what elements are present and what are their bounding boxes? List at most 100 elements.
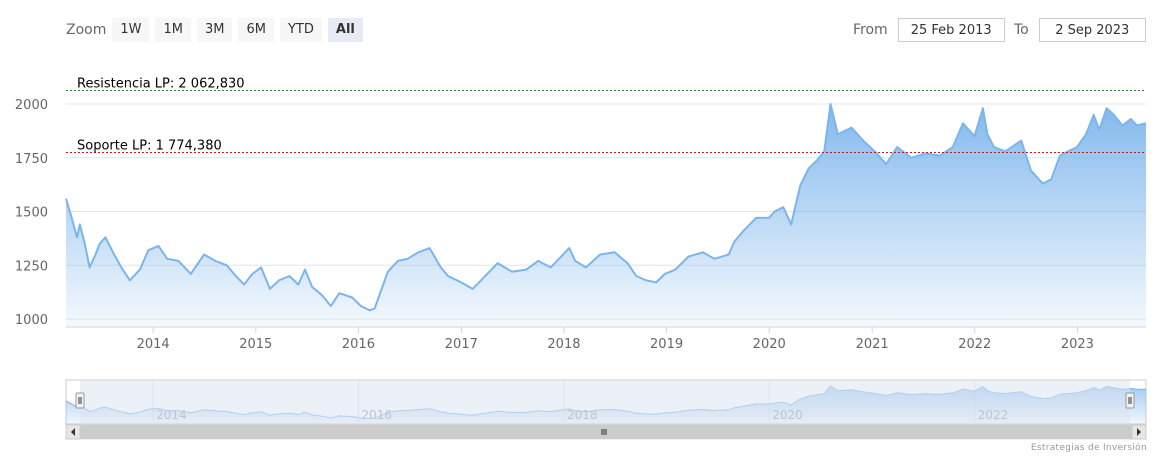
x-tick-label: 2021 [856, 337, 889, 352]
data-point [1076, 146, 1078, 148]
support-label: Soporte LP: 1 774,380 [77, 139, 222, 154]
range-from: From [853, 17, 1005, 43]
data-point [129, 279, 131, 281]
data-point [1085, 133, 1087, 135]
zoom-selector: Zoom 1W 1M 3M 6M YTD All [66, 17, 369, 43]
data-point [374, 307, 376, 309]
data-point [338, 292, 340, 294]
navigator-handle-left[interactable] [75, 392, 85, 409]
data-point [260, 266, 262, 268]
x-tick-label: 2017 [445, 337, 478, 352]
data-point [850, 127, 852, 129]
data-point [226, 264, 228, 266]
from-date-input[interactable] [897, 18, 1005, 42]
data-point [104, 236, 106, 238]
data-point [799, 185, 801, 187]
data-point [417, 251, 419, 253]
zoom-3m-button[interactable]: 3M [196, 18, 233, 42]
data-point [885, 163, 887, 165]
to-date-input[interactable] [1038, 18, 1146, 42]
data-point [278, 279, 280, 281]
data-point [94, 253, 96, 255]
data-point [939, 154, 941, 156]
data-point [428, 247, 430, 249]
y-tick-label: 1250 [15, 259, 48, 274]
data-point [755, 217, 757, 219]
data-point [190, 273, 192, 275]
navigator-handle-right[interactable] [1125, 392, 1135, 409]
zoom-1w-button[interactable]: 1W [112, 18, 150, 42]
data-point [655, 281, 657, 283]
data-point [986, 133, 988, 135]
data-point [351, 296, 353, 298]
data-point [360, 305, 362, 307]
scroll-right-button[interactable] [1131, 424, 1147, 440]
data-point [496, 262, 498, 264]
navigator-selection[interactable] [80, 380, 1130, 424]
data-point [214, 260, 216, 262]
data-point [1020, 139, 1022, 141]
arrow-right-icon [1137, 428, 1141, 436]
data-point [585, 266, 587, 268]
data-point [952, 146, 954, 148]
data-point [297, 283, 299, 285]
data-point [1098, 129, 1100, 131]
data-point [79, 223, 81, 225]
data-point [1136, 124, 1138, 126]
data-point [243, 283, 245, 285]
data-point [773, 210, 775, 212]
data-point [837, 133, 839, 135]
data-point [1059, 154, 1061, 156]
data-point [626, 262, 628, 264]
to-label: To [1014, 22, 1029, 38]
data-point [460, 281, 462, 283]
data-point [525, 268, 527, 270]
x-tick-label: 2022 [958, 337, 991, 352]
x-tick-label: 2019 [650, 337, 683, 352]
data-point [440, 266, 442, 268]
data-point [1145, 122, 1147, 124]
data-point [166, 258, 168, 260]
data-point [862, 139, 864, 141]
data-point [896, 146, 898, 148]
data-point [829, 103, 831, 105]
data-point [599, 253, 601, 255]
data-point [76, 236, 78, 238]
data-point [790, 223, 792, 225]
data-point [664, 273, 666, 275]
data-point [574, 260, 576, 262]
data-point [687, 255, 689, 257]
data-point [406, 258, 408, 260]
credits-label: Estrategias de Inversión [1030, 443, 1147, 453]
zoom-ytd-button[interactable]: YTD [279, 18, 322, 42]
range-to: To [1014, 17, 1146, 43]
data-point [1093, 114, 1095, 116]
data-point [973, 135, 975, 137]
data-point [568, 247, 570, 249]
data-point [139, 268, 141, 270]
data-point [674, 268, 676, 270]
x-tick-label: 2016 [342, 337, 375, 352]
data-point [993, 146, 995, 148]
scroll-left-button[interactable] [65, 424, 81, 440]
data-point [1042, 182, 1044, 184]
data-point [635, 275, 637, 277]
data-point [613, 251, 615, 253]
data-point [387, 271, 389, 273]
zoom-6m-button[interactable]: 6M [238, 18, 274, 42]
y-tick-label: 1500 [15, 206, 48, 221]
zoom-1m-button[interactable]: 1M [155, 18, 191, 42]
zoom-all-button[interactable]: All [327, 18, 363, 42]
data-point [70, 215, 72, 217]
data-point [88, 266, 90, 268]
data-point [269, 288, 271, 290]
data-point [83, 240, 85, 242]
x-tick-label: 2015 [239, 337, 272, 352]
data-point [1113, 114, 1115, 116]
price-line [65, 103, 1147, 312]
data-point [120, 266, 122, 268]
data-point [471, 288, 473, 290]
data-point [304, 268, 306, 270]
data-point [311, 286, 313, 288]
